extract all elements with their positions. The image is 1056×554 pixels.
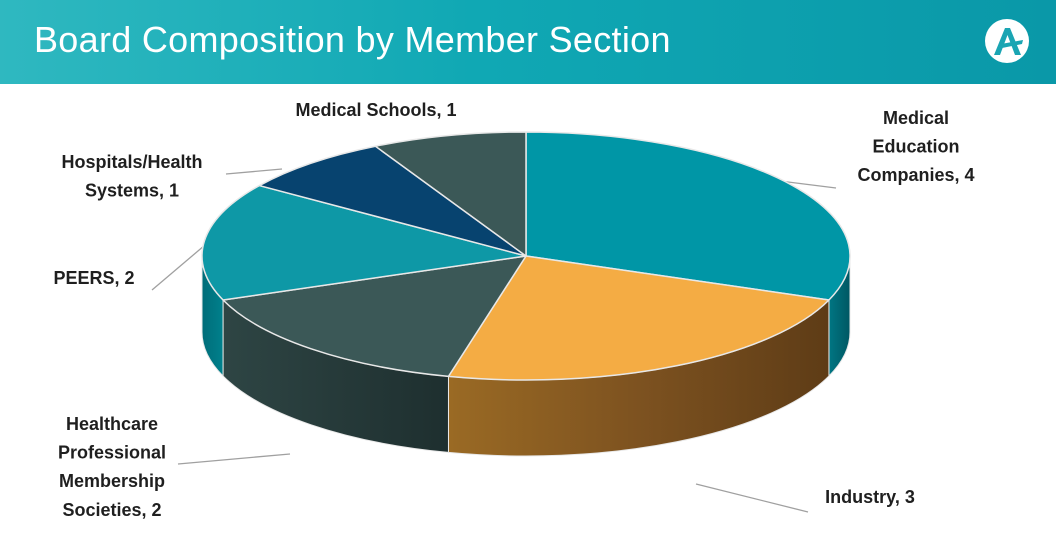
data-label-hospitals-health-systems: Hospitals/Health Systems, 1 [61,152,202,201]
pie-slice-medical-schools [374,131,527,257]
leader-line-hospitals-health-systems [225,168,283,175]
data-label-industry: Industry, 3 [825,487,915,507]
data-label-peers: PEERS, 2 [53,268,134,288]
aamc-logo-icon [985,19,1029,63]
data-label-healthcare-professional-membership-societies: Healthcare Professional Membership Societie… [58,414,166,520]
leader-line-industry [695,483,809,513]
data-label-medical-education-companies: Medical Education Companies, 4 [857,108,974,185]
pie-slice-hospitals-health-systems [258,145,527,257]
pie-slice-peers [201,184,527,301]
pie-slice-industry [447,255,830,381]
leader-line-healthcare-professional-membership-societies [177,453,291,465]
pie-slice-healthcare-professional-membership-societies [222,255,527,378]
aamc-logo-icon-glyph [994,28,1023,55]
title-banner: Board Composition by Member Section [0,0,1056,84]
data-label-medical-schools: Medical Schools, 1 [295,100,456,120]
pie-slice-medical-education-companies [525,131,851,301]
pie-chart: Medical Education Companies, 4 Industry, 3 H… [53,100,974,520]
page-title: Board Composition by Member Section [34,19,671,60]
